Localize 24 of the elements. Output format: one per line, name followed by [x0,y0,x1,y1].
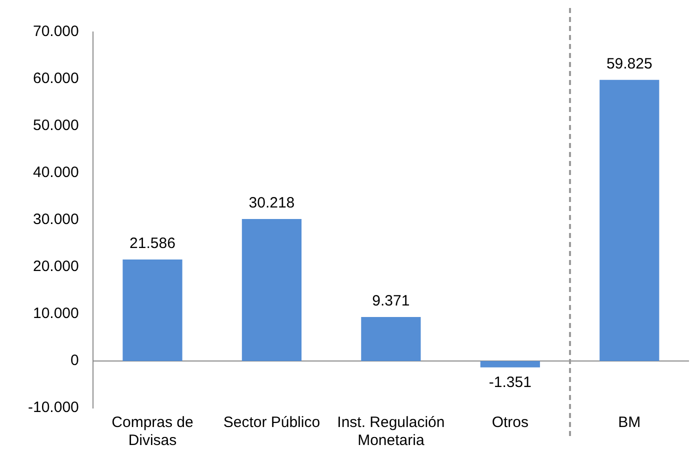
data-label: -1.351 [488,374,532,391]
bar [600,80,660,361]
y-tick-label: 10.000 [32,305,79,322]
bar [122,260,182,361]
x-tick-label: Inst. Regulación Monetaria [337,414,445,450]
y-tick-label: 50.000 [32,117,79,134]
data-label: 9.371 [372,292,410,310]
x-tick-label: BM [618,414,641,432]
y-tick-label: 60.000 [32,70,79,88]
data-label: 59.825 [606,55,652,72]
x-tick-label: Otros [492,414,529,432]
y-tick-label: 0 [70,352,79,370]
bar [361,316,421,361]
data-label: 30.218 [248,194,295,212]
data-label: 21.586 [130,235,176,252]
y-tick-label: 30.000 [32,211,79,228]
x-tick-label: Sector Público [223,414,320,432]
bar [480,361,540,368]
y-tick-label: 70.000 [32,23,79,40]
x-tick-label: Compras de Divisas [112,414,194,450]
bar [242,218,302,361]
y-tick-label: -10.000 [28,399,79,416]
y-tick-label: 40.000 [32,164,79,182]
y-tick-label: 20.000 [32,258,79,276]
